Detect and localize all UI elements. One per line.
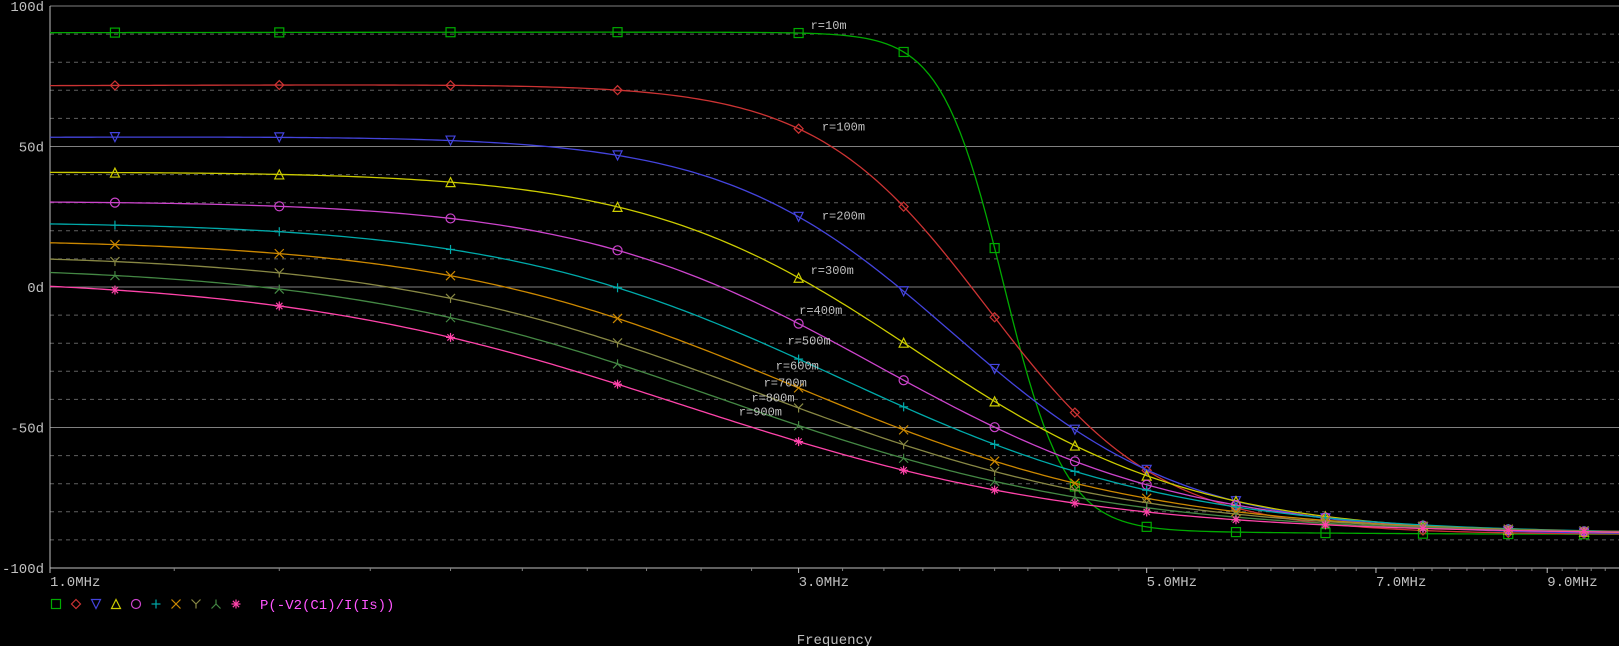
y-tick-label: 0d — [27, 281, 44, 297]
star-marker — [275, 302, 284, 311]
series-label: r=200m — [822, 209, 865, 223]
y-tick-label: -100d — [2, 562, 44, 578]
star-marker — [232, 600, 241, 609]
series-label: r=800m — [751, 391, 794, 405]
star-marker — [110, 286, 119, 295]
series-label: r=700m — [764, 377, 807, 391]
series-label: r=10m — [811, 19, 847, 33]
star-marker — [1142, 507, 1151, 516]
x-tick-label: 7.0MHz — [1376, 575, 1426, 591]
y-tick-label: 50d — [19, 141, 44, 157]
star-marker — [899, 466, 908, 475]
series-label: r=400m — [799, 304, 842, 318]
x-tick-label: 3.0MHz — [799, 575, 849, 591]
series-label: r=100m — [822, 120, 865, 134]
series-label: r=500m — [788, 335, 831, 349]
star-marker — [446, 333, 455, 342]
y-tick-label: -50d — [10, 422, 44, 438]
x-tick-label: 9.0MHz — [1547, 575, 1597, 591]
x-tick-label: 5.0MHz — [1147, 575, 1197, 591]
chart-svg: -100d -50d 0d 50d 100d 1.0MHz 3.0MHz 5.0MHz 7.0M… — [0, 0, 1619, 646]
x-axis-label: Frequency — [797, 633, 873, 646]
x-tick-label: 1.0MHz — [50, 575, 100, 591]
legend-text: P(-V2(C1)/I(Is)) — [260, 598, 394, 614]
y-tick-label: 100d — [10, 0, 44, 16]
series-label: r=600m — [776, 359, 819, 373]
series-label: r=300m — [811, 264, 854, 278]
series-label: r=900m — [739, 405, 782, 419]
frequency-response-chart: -100d -50d 0d 50d 100d 1.0MHz 3.0MHz 5.0MHz 7.0M… — [0, 0, 1619, 646]
